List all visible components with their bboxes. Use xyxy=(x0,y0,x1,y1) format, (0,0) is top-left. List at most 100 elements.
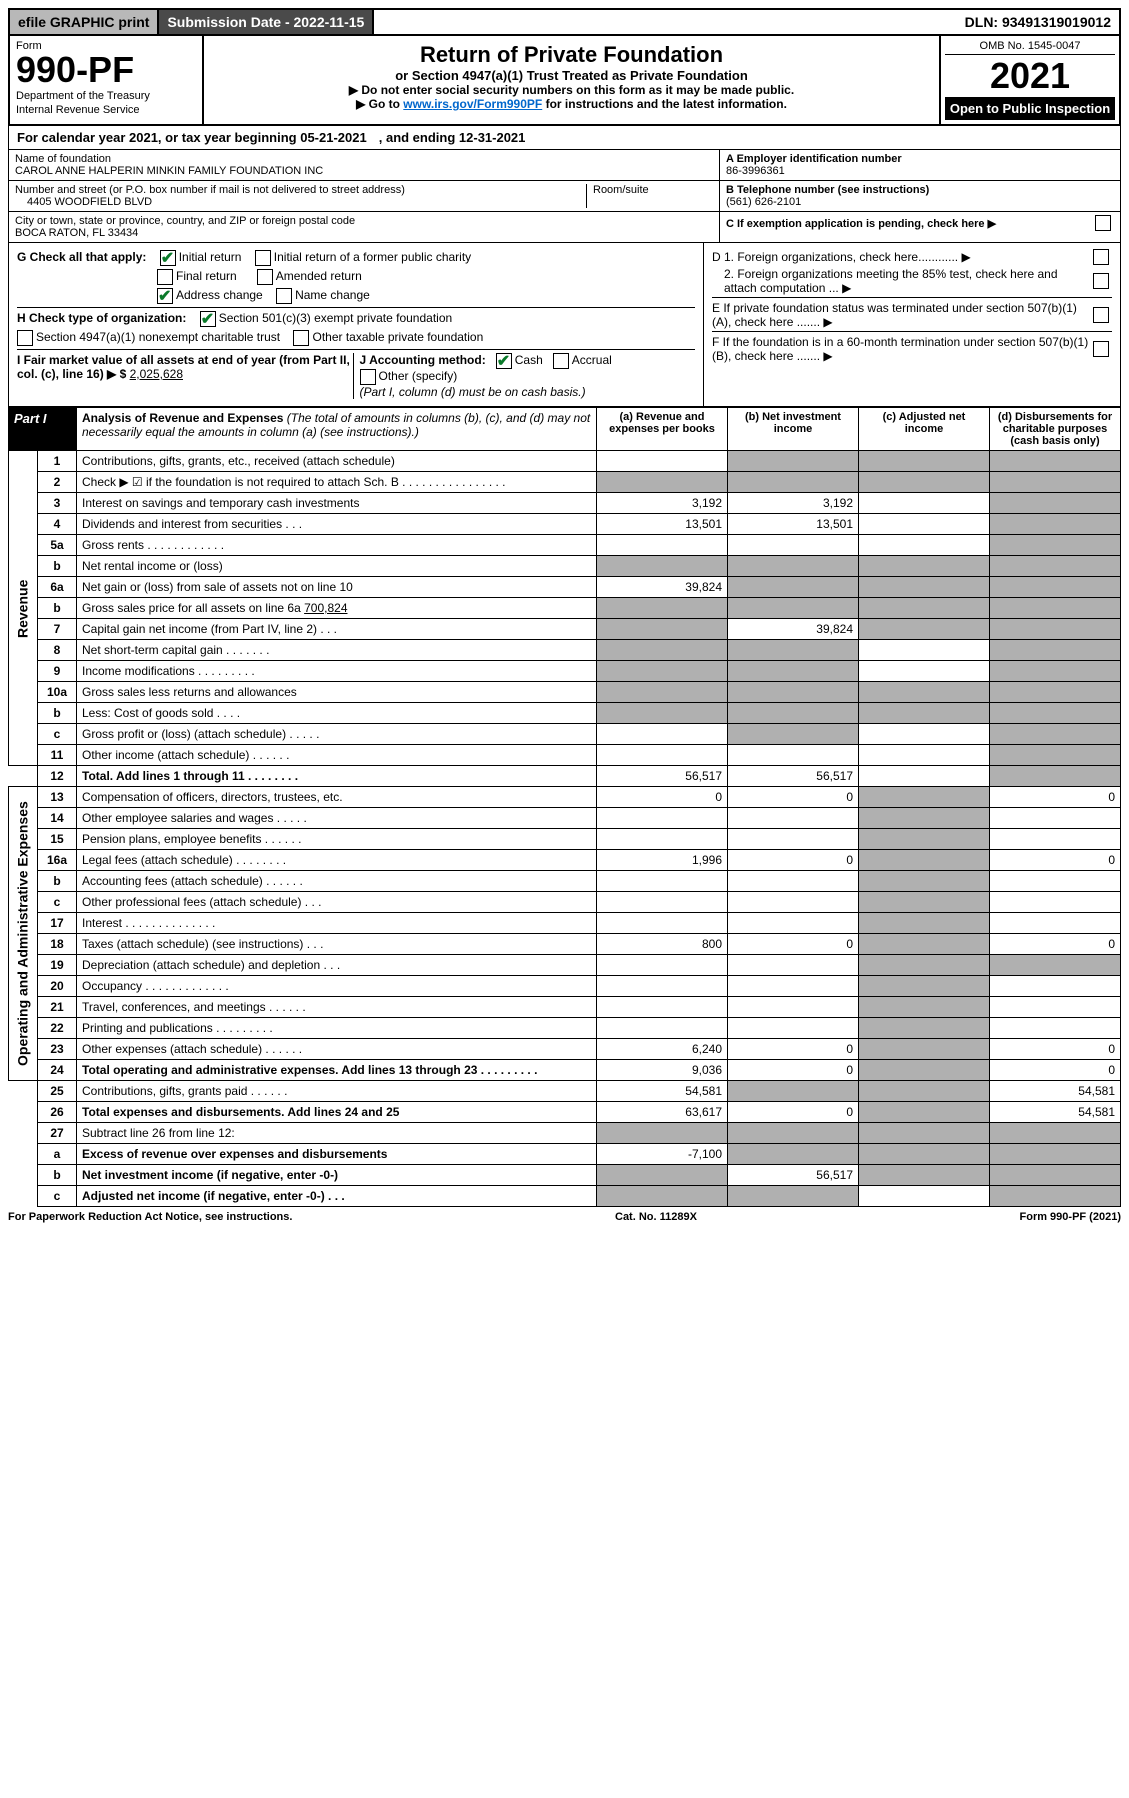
exemption-checkbox[interactable] xyxy=(1095,215,1111,231)
val-d xyxy=(990,1144,1121,1165)
val-d: 0 xyxy=(990,1060,1121,1081)
val-c xyxy=(859,640,990,661)
val-d xyxy=(990,598,1121,619)
val-d xyxy=(990,535,1121,556)
val-c xyxy=(859,451,990,472)
line-num: 15 xyxy=(38,829,77,850)
line-desc: Other professional fees (attach schedule… xyxy=(77,892,597,913)
amended-return-checkbox[interactable] xyxy=(257,269,273,285)
val-c xyxy=(859,1060,990,1081)
form-note1: ▶ Do not enter social security numbers o… xyxy=(210,83,933,97)
row-1: Revenue 1 Contributions, gifts, grants, … xyxy=(9,451,1121,472)
line-num: b xyxy=(38,598,77,619)
efile-label: efile GRAPHIC print xyxy=(10,10,159,34)
revenue-side-label: Revenue xyxy=(9,451,38,766)
line-num: b xyxy=(38,556,77,577)
val-a xyxy=(597,1186,728,1207)
6b-value: 700,824 xyxy=(304,601,347,615)
line-num: 17 xyxy=(38,913,77,934)
val-c xyxy=(859,472,990,493)
val-d: 54,581 xyxy=(990,1081,1121,1102)
other-taxable-label: Other taxable private foundation xyxy=(312,330,483,344)
form-header: Form 990-PF Department of the Treasury I… xyxy=(8,36,1121,126)
val-d xyxy=(990,619,1121,640)
val-d xyxy=(990,997,1121,1018)
line-desc: Printing and publications . . . . . . . … xyxy=(77,1018,597,1039)
line-desc: Excess of revenue over expenses and disb… xyxy=(77,1144,597,1165)
line-num: b xyxy=(38,703,77,724)
val-c xyxy=(859,1018,990,1039)
val-d xyxy=(990,724,1121,745)
val-b xyxy=(728,640,859,661)
col-b-header: (b) Net investment income xyxy=(728,408,859,451)
row-6b: b Gross sales price for all assets on li… xyxy=(9,598,1121,619)
other-taxable-checkbox[interactable] xyxy=(293,330,309,346)
val-b: 0 xyxy=(728,1102,859,1123)
val-d xyxy=(990,913,1121,934)
val-b xyxy=(728,1081,859,1102)
501c3-checkbox[interactable] xyxy=(200,311,216,327)
val-d xyxy=(990,472,1121,493)
val-a: 39,824 xyxy=(597,577,728,598)
val-c xyxy=(859,871,990,892)
final-return-checkbox[interactable] xyxy=(157,269,173,285)
instructions-link[interactable]: www.irs.gov/Form990PF xyxy=(403,97,542,111)
val-a xyxy=(597,913,728,934)
val-b xyxy=(728,577,859,598)
val-b xyxy=(728,556,859,577)
e-checkbox[interactable] xyxy=(1093,307,1109,323)
val-b xyxy=(728,724,859,745)
val-a: 54,581 xyxy=(597,1081,728,1102)
expenses-side-label: Operating and Administrative Expenses xyxy=(9,787,38,1081)
initial-return-checkbox[interactable] xyxy=(160,250,176,266)
line-desc: Net gain or (loss) from sale of assets n… xyxy=(77,577,597,598)
i-value: 2,025,628 xyxy=(130,367,183,381)
line-desc: Net investment income (if negative, ente… xyxy=(77,1165,597,1186)
line-desc: Net rental income or (loss) xyxy=(77,556,597,577)
line-num: c xyxy=(38,1186,77,1207)
val-b xyxy=(728,1144,859,1165)
id-left: Name of foundation CAROL ANNE HALPERIN M… xyxy=(9,150,719,242)
omb-number: OMB No. 1545-0047 xyxy=(945,40,1115,55)
line-num: b xyxy=(38,871,77,892)
val-b xyxy=(728,703,859,724)
d2-checkbox[interactable] xyxy=(1093,273,1109,289)
line-desc: Occupancy . . . . . . . . . . . . . xyxy=(77,976,597,997)
val-d xyxy=(990,556,1121,577)
phone-row: B Telephone number (see instructions) (5… xyxy=(720,181,1120,212)
row-10a: 10a Gross sales less returns and allowan… xyxy=(9,682,1121,703)
city-label: City or town, state or province, country… xyxy=(15,215,713,227)
val-b xyxy=(728,451,859,472)
header-center: Return of Private Foundation or Section … xyxy=(204,36,939,124)
d1-checkbox[interactable] xyxy=(1093,249,1109,265)
val-c xyxy=(859,934,990,955)
line-num: 10a xyxy=(38,682,77,703)
4947-checkbox[interactable] xyxy=(17,330,33,346)
col-a-header: (a) Revenue and expenses per books xyxy=(597,408,728,451)
name-change-checkbox[interactable] xyxy=(276,288,292,304)
initial-former-checkbox[interactable] xyxy=(255,250,271,266)
accrual-checkbox[interactable] xyxy=(553,353,569,369)
other-method-checkbox[interactable] xyxy=(360,369,376,385)
line-num: 12 xyxy=(38,766,77,787)
d1-label: D 1. Foreign organizations, check here..… xyxy=(712,250,1093,264)
tax-year: 2021 xyxy=(945,55,1115,97)
h-line2: Section 4947(a)(1) nonexempt charitable … xyxy=(17,330,695,346)
val-b: 0 xyxy=(728,850,859,871)
cash-checkbox[interactable] xyxy=(496,353,512,369)
calendar-year-row: For calendar year 2021, or tax year begi… xyxy=(8,126,1121,150)
val-a xyxy=(597,829,728,850)
val-b: 13,501 xyxy=(728,514,859,535)
form-note2: ▶ Go to www.irs.gov/Form990PF for instru… xyxy=(210,97,933,111)
line-desc: Pension plans, employee benefits . . . .… xyxy=(77,829,597,850)
line-num: 24 xyxy=(38,1060,77,1081)
val-a: 6,240 xyxy=(597,1039,728,1060)
val-a xyxy=(597,1018,728,1039)
address-change-checkbox[interactable] xyxy=(157,288,173,304)
val-b: 56,517 xyxy=(728,1165,859,1186)
val-b: 39,824 xyxy=(728,619,859,640)
f-checkbox[interactable] xyxy=(1093,341,1109,357)
val-c xyxy=(859,1039,990,1060)
line-desc: Income modifications . . . . . . . . . xyxy=(77,661,597,682)
line-desc: Other income (attach schedule) . . . . .… xyxy=(77,745,597,766)
